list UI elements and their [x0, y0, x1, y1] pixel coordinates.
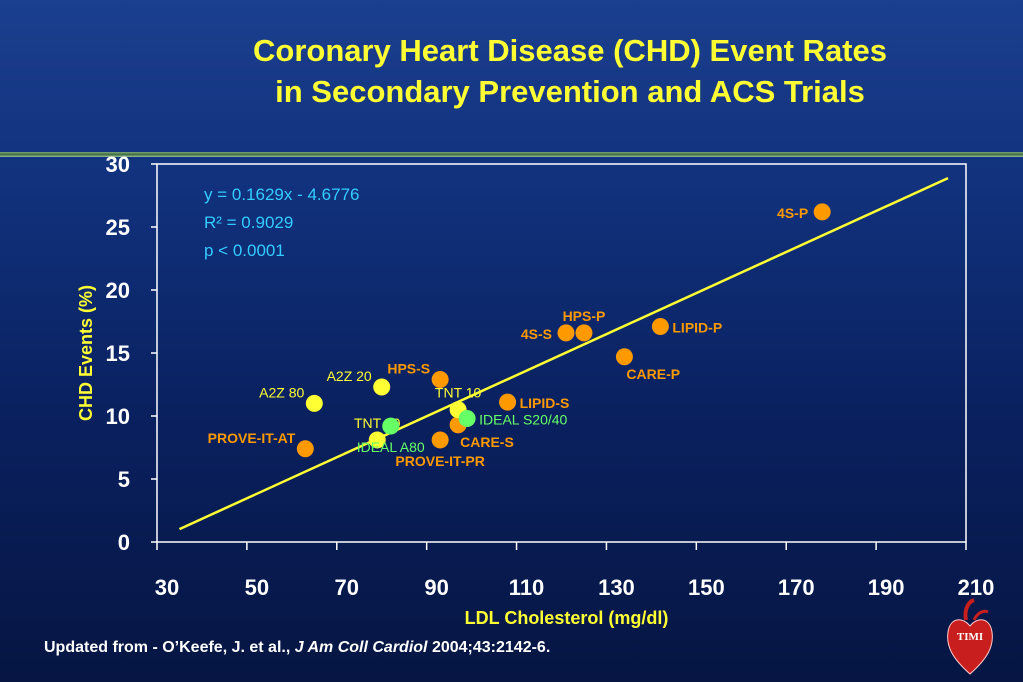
chart-title: Coronary Heart Disease (CHD) Event Rates… — [140, 30, 1000, 112]
y-tick-label: 5 — [118, 467, 130, 492]
data-point — [615, 348, 633, 366]
data-label: 4S-P — [777, 205, 808, 221]
x-tick-label: 110 — [509, 575, 545, 600]
title-divider — [0, 152, 1023, 157]
logo-text: TIMI — [957, 631, 983, 643]
trendline — [178, 176, 949, 531]
data-label: HPS-S — [387, 360, 430, 376]
data-label: LIPID-S — [520, 395, 570, 411]
y-tick-label: 10 — [106, 404, 130, 429]
data-point — [368, 431, 386, 449]
data-point — [382, 417, 400, 435]
data-point — [813, 203, 831, 221]
data-label: HPS-P — [563, 308, 606, 324]
data-point — [499, 393, 517, 411]
x-tick-label: 50 — [245, 575, 269, 600]
data-point — [651, 318, 669, 336]
regression-annotation: R² = 0.9029 — [204, 213, 293, 232]
x-tick-label: 130 — [598, 575, 635, 600]
data-label: IDEAL A80 — [357, 439, 425, 455]
data-point — [431, 370, 449, 388]
data-point — [458, 410, 476, 428]
data-label: PROVE-IT-AT — [208, 430, 296, 446]
y-tick-label: 20 — [106, 278, 130, 303]
x-tick-label: 210 — [958, 575, 995, 600]
x-tick-label: 70 — [335, 575, 359, 600]
data-label: LIPID-P — [672, 320, 722, 336]
citation-detail: 2004;43:2142-6. — [431, 639, 551, 656]
x-tick-label: 30 — [155, 575, 179, 600]
data-label: IDEAL S20/40 — [479, 412, 567, 428]
heart-logo-icon: TIMI — [947, 598, 993, 675]
data-point — [305, 394, 323, 412]
x-tick-label: 150 — [688, 575, 725, 600]
data-label: A2Z 20 — [327, 368, 372, 384]
y-tick-label: 25 — [106, 215, 130, 240]
x-tick-label: 170 — [778, 575, 815, 600]
data-label: TNT 10 — [435, 385, 482, 401]
data-label: CARE-S — [460, 434, 514, 450]
regression-annotation: p < 0.0001 — [204, 241, 285, 260]
x-tick-label: 190 — [868, 575, 905, 600]
data-point — [296, 440, 314, 458]
y-tick-label: 30 — [106, 152, 130, 177]
title-line-1: Coronary Heart Disease (CHD) Event Rates — [253, 33, 887, 68]
data-label: PROVE-IT-PR — [395, 453, 484, 469]
data-point — [431, 431, 449, 449]
y-tick-label: 0 — [118, 530, 130, 555]
data-point — [373, 378, 391, 396]
data-point — [575, 324, 593, 342]
y-tick-label: 15 — [106, 341, 130, 366]
data-label: 4S-S — [521, 326, 552, 342]
x-axis-label: LDL Cholesterol (mg/dl) — [465, 608, 669, 628]
x-tick-label: 90 — [424, 575, 448, 600]
y-axis-label: CHD Events (%) — [76, 285, 96, 421]
title-line-2: in Secondary Prevention and ACS Trials — [275, 74, 865, 109]
citation-footer: Updated from - O’Keefe, J. et al., J Am … — [44, 639, 550, 657]
data-label: CARE-P — [626, 366, 680, 382]
citation-prefix: Updated from - O’Keefe, J. et al., — [44, 639, 291, 656]
citation-journal: J Am Coll Cardiol — [294, 639, 428, 656]
regression-annotation: y = 0.1629x - 4.6776 — [204, 185, 359, 204]
data-point — [557, 324, 575, 342]
data-label: A2Z 80 — [259, 384, 304, 400]
